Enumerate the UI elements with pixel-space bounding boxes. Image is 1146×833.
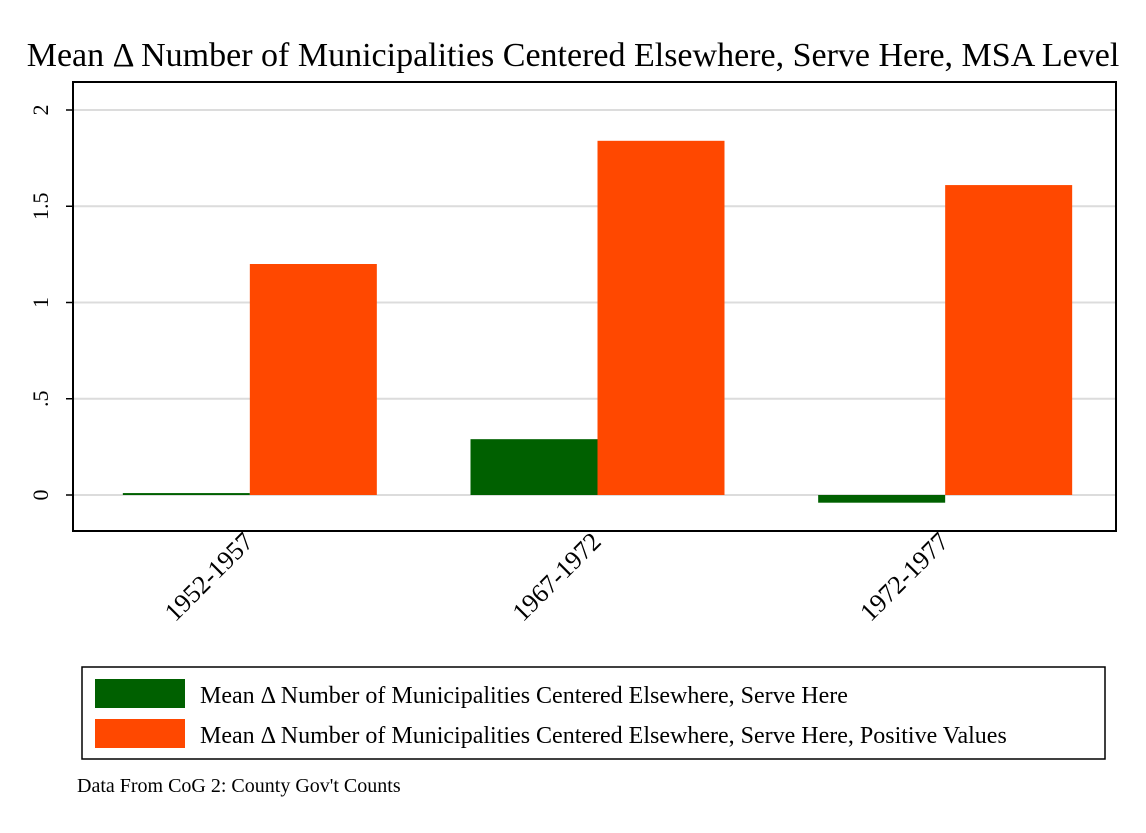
y-tick-label: 0 — [28, 490, 53, 501]
legend-swatch-1 — [95, 679, 185, 708]
legend-label-1: Mean Δ Number of Municipalities Centered… — [200, 683, 848, 709]
plot-frame — [72, 81, 1117, 532]
bar-series-2-1967-1972 — [597, 140, 725, 496]
bar-series-2-1952-1957 — [249, 264, 377, 495]
bar-series-1-1952-1957 — [122, 493, 250, 495]
x-tick-label: 1952-1957 — [159, 527, 259, 627]
y-tick-label: 1 — [28, 297, 53, 308]
legend: Mean Δ Number of Municipalities Centered… — [81, 666, 1106, 760]
bar-series-2-1972-1977 — [945, 185, 1073, 495]
data-source-note: Data From CoG 2: County Gov't Counts — [77, 775, 401, 797]
legend-label-2: Mean Δ Number of Municipalities Centered… — [200, 723, 1007, 749]
legend-frame — [81, 666, 1106, 760]
y-axis-ticks: 0 .5 1 1.5 2 — [28, 105, 73, 501]
y-tick-label: 2 — [28, 105, 53, 116]
y-tick-label: .5 — [28, 391, 53, 408]
y-tick-label: 1.5 — [28, 193, 53, 221]
bar-series-1-1972-1977 — [818, 495, 946, 503]
x-tick-label: 1972-1977 — [854, 527, 954, 627]
chart-title: Mean Δ Number of Municipalities Centered… — [27, 37, 1120, 74]
x-axis-labels: 1952-1957 1967-1972 1972-1977 — [159, 527, 955, 627]
bar-series-1-1967-1972 — [470, 439, 598, 495]
bars — [122, 140, 1073, 503]
x-tick-label: 1967-1972 — [507, 527, 607, 627]
legend-swatch-2 — [95, 719, 185, 748]
